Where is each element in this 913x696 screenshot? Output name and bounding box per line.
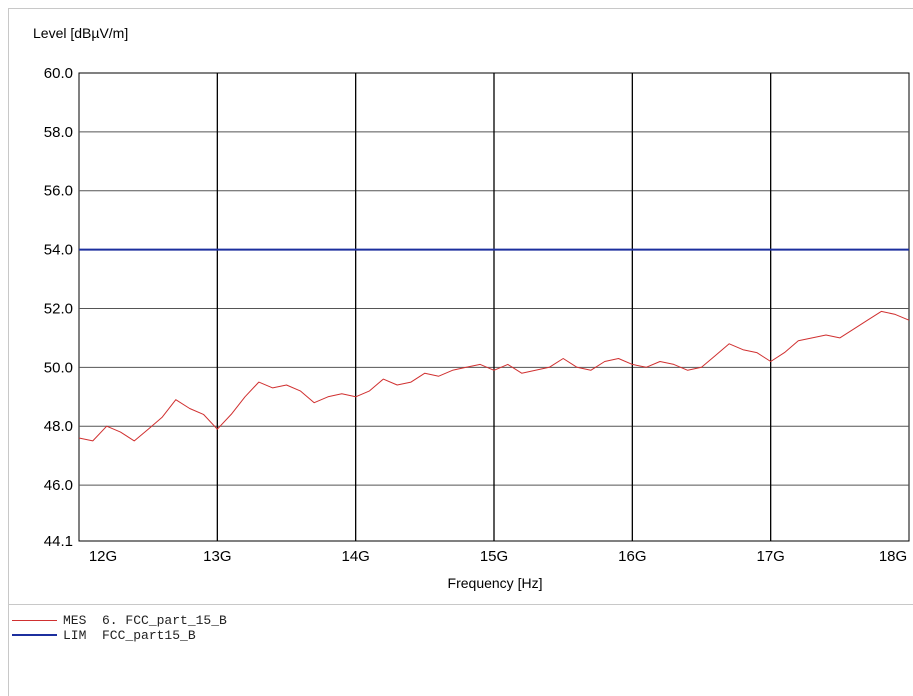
x-tick-label: 14G <box>341 548 369 565</box>
legend-item-mes: MES 6. FCC_part_15_B <box>12 612 227 628</box>
chart: 44.1 46.0 48.0 50.0 52.0 54.0 56.0 58.0 60.0 12G 1… <box>33 25 910 591</box>
y-tick-label: 60.0 <box>44 65 73 82</box>
x-tick-label: 17G <box>756 548 784 565</box>
x-tick-label: 15G <box>480 548 508 565</box>
x-tick-label: 12G <box>89 548 117 565</box>
series-layer <box>78 248 910 442</box>
legend-label-mes: MES 6. FCC_part_15_B <box>63 612 227 628</box>
y-axis-title: Level [dBµV/m] <box>33 25 128 41</box>
series-line-measurement <box>78 310 910 442</box>
legend-label-lim: LIM FCC_part15_B <box>63 627 196 643</box>
tick-labels: 44.1 46.0 48.0 50.0 52.0 54.0 56.0 58.0 60.0 12G 1… <box>44 65 907 565</box>
y-tick-label: 54.0 <box>44 242 73 259</box>
y-tick-label: 48.0 <box>44 418 73 435</box>
plot-panel <box>8 8 913 604</box>
y-tick-label: 46.0 <box>44 477 73 494</box>
legend-swatch-mes <box>12 619 57 621</box>
x-tick-label: 18G <box>879 548 907 565</box>
x-axis-title: Frequency [Hz] <box>448 575 543 591</box>
y-tick-label: 52.0 <box>44 300 73 317</box>
legend-item-lim: LIM FCC_part15_B <box>12 627 196 643</box>
x-tick-label: 13G <box>203 548 231 565</box>
y-tick-label: 50.0 <box>44 359 73 376</box>
x-tick-label: 16G <box>618 548 646 565</box>
y-tick-label: 58.0 <box>44 124 73 141</box>
y-tick-label: 44.1 <box>44 533 73 550</box>
legend-swatch-lim <box>12 634 57 636</box>
legend-panel <box>8 604 913 696</box>
y-tick-label: 56.0 <box>44 183 73 200</box>
